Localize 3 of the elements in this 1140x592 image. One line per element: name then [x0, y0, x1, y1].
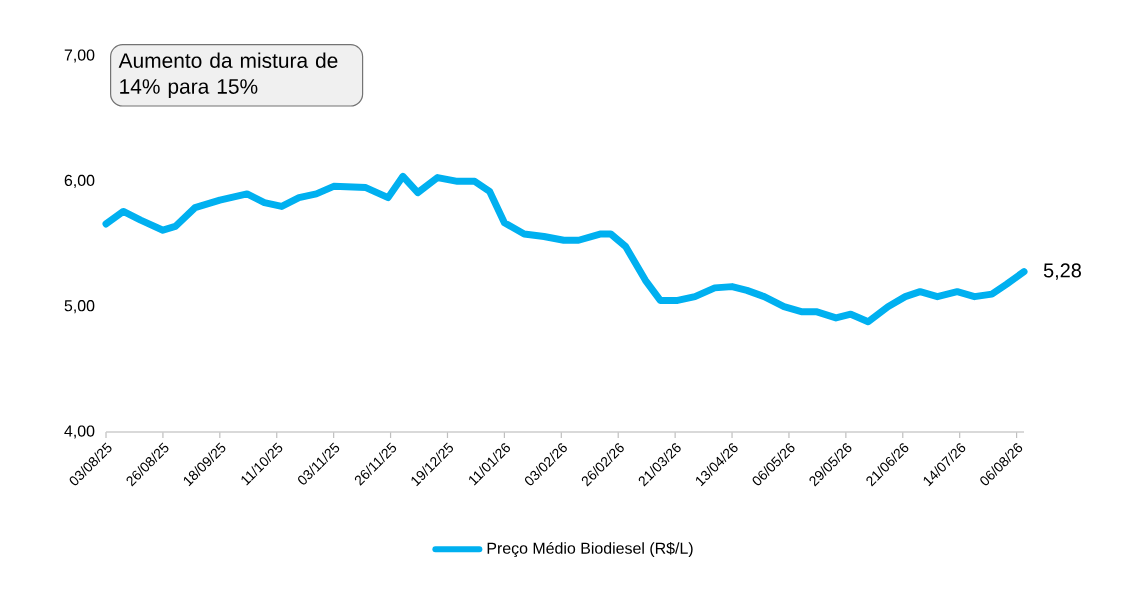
annotation: Aumento da mistura de 14% para 15%	[118, 52, 338, 98]
annotation: 5,28	[1043, 263, 1081, 280]
line-series	[102, 172, 1028, 326]
